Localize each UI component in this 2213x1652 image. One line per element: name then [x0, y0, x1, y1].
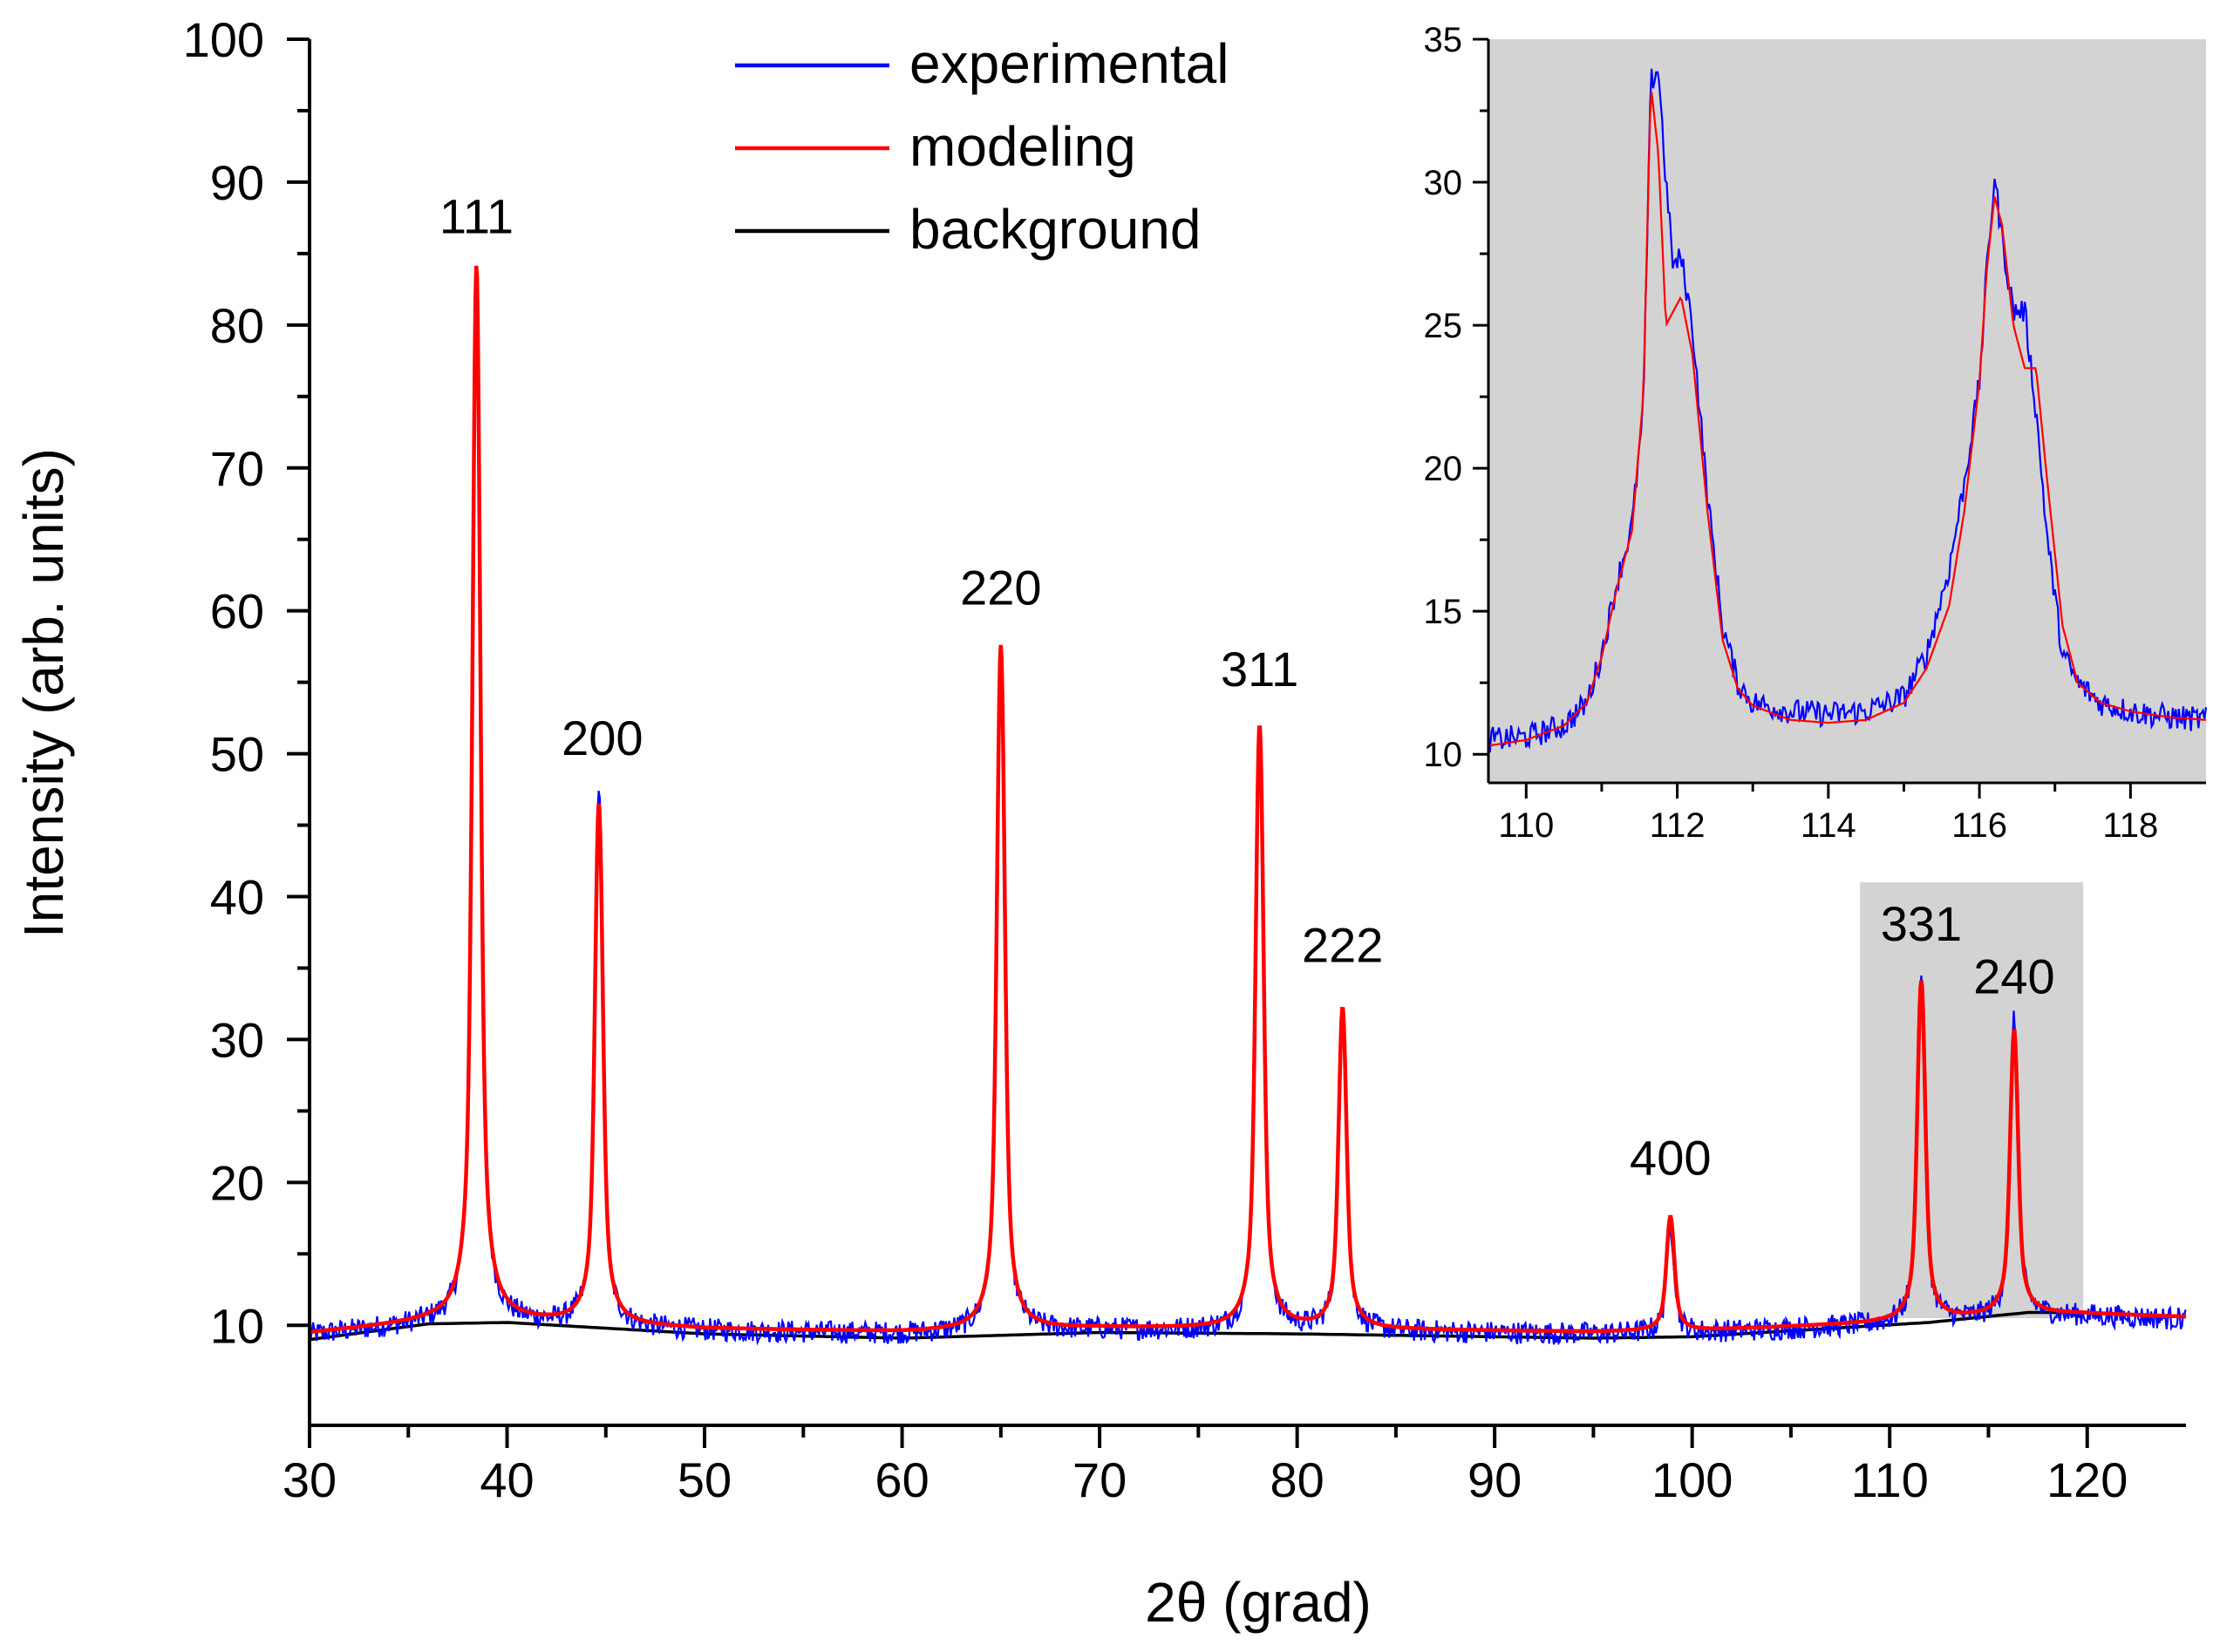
modeling-series-layer: [309, 265, 2186, 1335]
inset-x-tick-label: 110: [1498, 806, 1554, 845]
peak-label-240: 240: [1973, 949, 2054, 1004]
inset-modeling-series-layer: [1488, 92, 2207, 747]
x-tick-label: 40: [480, 1452, 534, 1507]
main-plot: 30 40 50 60 70 80 90 100 110 120 10 20 30 40 50 60 70 80 9…: [12, 12, 2187, 1634]
legend-label-experimental: experimental: [909, 32, 1229, 95]
inset-y-tick-label: 25: [1424, 307, 1463, 345]
inset-x-tick-label: 112: [1650, 806, 1706, 845]
x-tick-label: 50: [678, 1452, 732, 1507]
inset-experimental-line: [1487, 68, 2208, 753]
y-tick-label: 10: [210, 1298, 264, 1353]
y-axis-title: Intensity (arb. units): [12, 448, 75, 938]
x-tick-label: 80: [1270, 1452, 1324, 1507]
inset-experimental-series-layer: [1487, 68, 2208, 753]
inset-y-tick-label: 20: [1424, 450, 1463, 488]
x-tick-label: 30: [283, 1452, 337, 1507]
inset-modeling-line: [1488, 92, 2207, 747]
modeling-line: [309, 265, 2186, 1335]
peak-label-111: 111: [439, 188, 514, 243]
x-tick-label: 110: [1851, 1452, 1929, 1507]
peak-label-222: 222: [1302, 917, 1383, 972]
y-tick-label: 80: [210, 298, 264, 353]
legend-label-modeling: modeling: [909, 115, 1136, 178]
y-tick-label: 90: [210, 155, 264, 210]
x-axis-title: 2θ (grad): [1145, 1571, 1372, 1634]
y-tick-label: 40: [210, 870, 264, 925]
x-tick-label: 60: [875, 1452, 929, 1507]
inset-x-tick-label: 118: [2102, 806, 2158, 845]
x-tick-label: 90: [1467, 1452, 1522, 1507]
highlight-region: [1860, 882, 2084, 1319]
x-tick-label: 120: [2046, 1452, 2128, 1507]
y-tick-label: 70: [210, 441, 264, 496]
inset-y-tick-label: 15: [1424, 593, 1463, 631]
y-tick-label: 20: [210, 1155, 264, 1210]
peak-label-220: 220: [960, 561, 1041, 615]
y-tick-label: 100: [183, 12, 264, 67]
x-tick-label: 100: [1651, 1452, 1733, 1507]
main-axes: 30 40 50 60 70 80 90 100 110 120 10 20 30 40 50 60 70 80 9…: [183, 12, 2186, 1507]
peak-label-331: 331: [1881, 896, 1962, 951]
y-tick-label: 50: [210, 727, 264, 782]
inset-y-tick-label: 35: [1424, 21, 1463, 59]
x-tick-label: 70: [1072, 1452, 1127, 1507]
inset-x-tick-label: 114: [1801, 806, 1856, 845]
legend-label-background: background: [909, 198, 1201, 261]
inset-background: [1488, 39, 2206, 783]
inset-axes: 110 112 114 116 118 10 15 20 25 30 35: [1424, 21, 2206, 845]
legend: experimental modeling background: [735, 32, 1229, 261]
peak-label-400: 400: [1630, 1131, 1711, 1186]
background-series-layer: [309, 1310, 2187, 1342]
inset-y-tick-label: 30: [1424, 164, 1463, 202]
inset-x-tick-label: 116: [1951, 806, 2007, 845]
peak-label-311: 311: [1221, 642, 1298, 697]
y-tick-label: 60: [210, 584, 264, 639]
peak-label-200: 200: [562, 710, 643, 765]
background-line: [309, 1310, 2187, 1342]
highlight-region-layer: [1860, 882, 2084, 1319]
y-tick-label: 30: [210, 1012, 264, 1067]
inset-y-tick-label: 10: [1424, 736, 1463, 774]
inset-plot: 110 112 114 116 118 10 15 20 25 30 35: [1424, 21, 2208, 845]
